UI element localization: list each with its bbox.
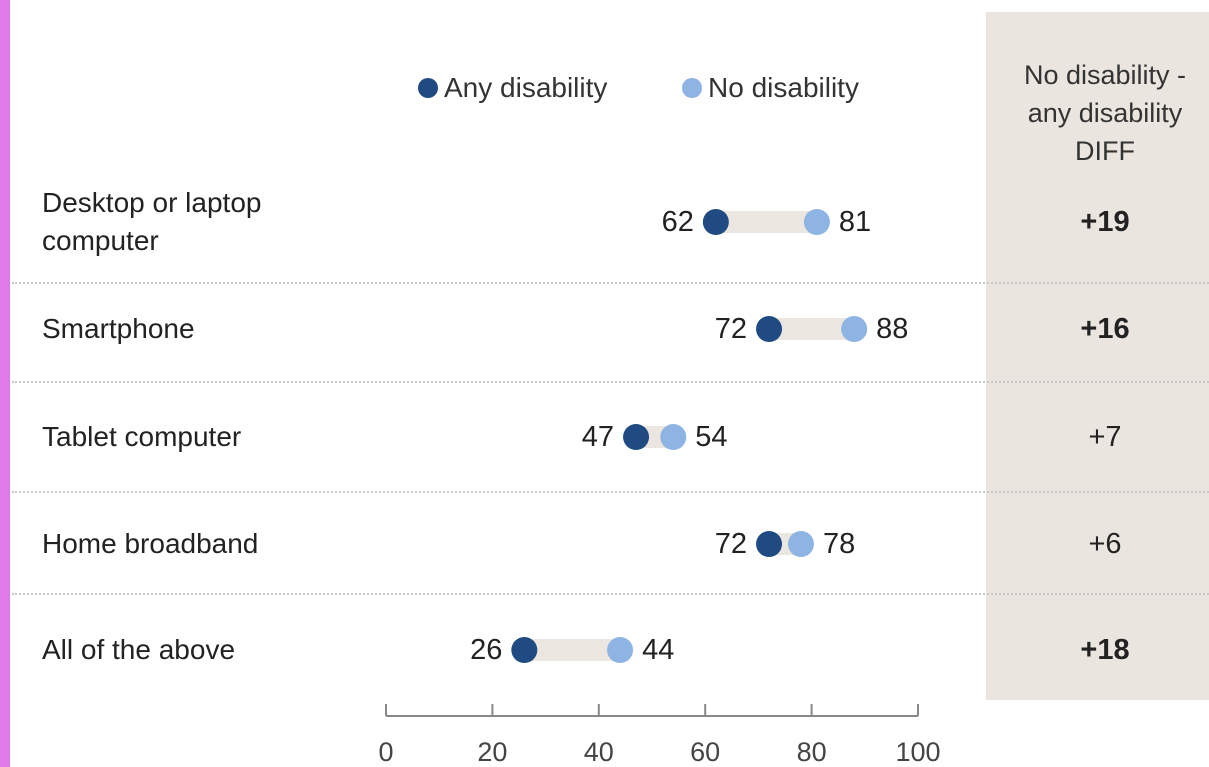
left-edge-strip xyxy=(0,0,10,767)
dot-no-disability xyxy=(607,637,634,663)
x-tick-label: 100 xyxy=(895,737,941,767)
connector-bar xyxy=(769,318,855,340)
diff-value: +16 xyxy=(1080,313,1130,345)
value-label-no-disability: 81 xyxy=(838,206,872,238)
legend-label-no-disability: No disability xyxy=(708,72,859,103)
connector-bar xyxy=(715,211,817,233)
row-label: Desktop or laptop computer xyxy=(42,184,372,260)
row-label: Tablet computer xyxy=(42,418,372,456)
row-separator xyxy=(12,491,1209,493)
dot-any-disability xyxy=(702,209,729,235)
row-label-line: Desktop or laptop xyxy=(42,187,262,218)
diff-value: +19 xyxy=(1080,206,1130,238)
value-label-no-disability: 78 xyxy=(822,528,856,560)
value-label-any-disability: 26 xyxy=(470,634,503,666)
row-label-line: Tablet computer xyxy=(42,421,242,452)
dot-any-disability xyxy=(756,316,783,342)
row-separator xyxy=(12,282,1209,284)
dot-no-disability xyxy=(803,209,830,235)
legend-swatch-no-disability xyxy=(682,78,702,98)
row-label-line: Home broadband xyxy=(42,528,259,559)
value-label-no-disability: 44 xyxy=(642,634,675,666)
dot-no-disability xyxy=(660,424,687,450)
x-tick-label: 60 xyxy=(690,737,721,767)
connector-bar xyxy=(524,639,621,661)
row-label-line: computer xyxy=(42,225,159,256)
dot-no-disability xyxy=(787,531,814,557)
row-label-line: Smartphone xyxy=(42,313,195,344)
row-label: All of the above xyxy=(42,631,372,669)
dot-any-disability xyxy=(511,637,538,663)
value-label-any-disability: 47 xyxy=(581,421,615,453)
row-separator xyxy=(12,381,1209,383)
row-separator xyxy=(12,593,1209,595)
diff-column-panel xyxy=(986,12,1209,700)
value-label-any-disability: 72 xyxy=(714,313,748,345)
value-label-any-disability: 72 xyxy=(714,528,748,560)
value-label-no-disability: 88 xyxy=(876,313,909,345)
x-tick-label: 20 xyxy=(477,737,508,767)
value-label-no-disability: 54 xyxy=(695,421,728,453)
row-label: Home broadband xyxy=(42,525,372,563)
legend-item-no-disability: No disability xyxy=(682,70,859,106)
diff-column-header: No disability - any disability DIFF xyxy=(986,56,1209,170)
diff-header-line-1: No disability - xyxy=(1023,60,1187,90)
dot-any-disability xyxy=(756,531,783,557)
legend-label-any-disability: Any disability xyxy=(444,72,608,103)
row-label-line: All of the above xyxy=(42,634,236,665)
value-label-any-disability: 62 xyxy=(661,206,694,238)
x-tick-label: 40 xyxy=(583,737,614,767)
diff-value: +18 xyxy=(1080,634,1130,666)
legend-swatch-any-disability xyxy=(418,78,438,98)
dot-no-disability xyxy=(841,316,868,342)
x-tick-label: 80 xyxy=(796,737,827,767)
legend-item-any-disability: Any disability xyxy=(418,70,607,106)
dot-any-disability xyxy=(623,424,650,450)
row-label: Smartphone xyxy=(42,310,372,348)
diff-header-line-3: DIFF xyxy=(1075,136,1135,166)
diff-header-line-2: any disability xyxy=(1027,98,1183,128)
diff-value: +6 xyxy=(1088,528,1122,560)
x-tick-label: 0 xyxy=(378,737,394,767)
diff-value: +7 xyxy=(1088,421,1122,453)
